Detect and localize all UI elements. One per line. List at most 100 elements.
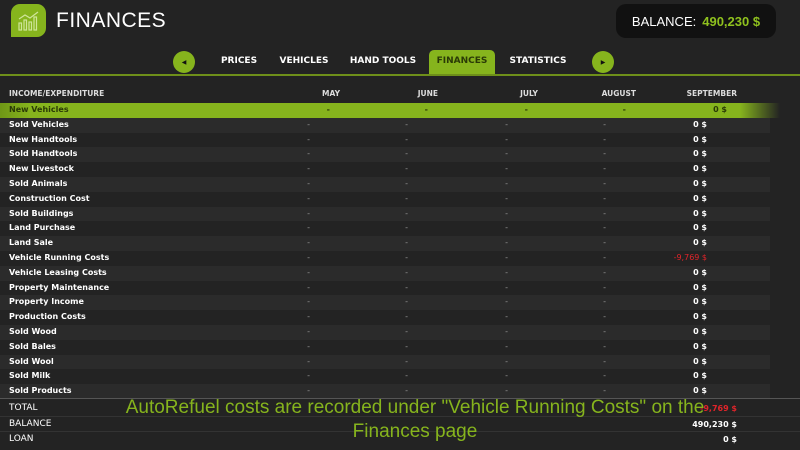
table-header: INCOME/EXPENDITURE MAY JUNE JULY AUGUST … xyxy=(0,89,800,101)
table-row[interactable]: Sold Wool - - - - 0 $ xyxy=(0,354,770,370)
cell-value: - xyxy=(405,327,408,336)
cell-value: - xyxy=(505,238,508,248)
cell-value: - xyxy=(505,267,508,277)
row-label: Sold Wood xyxy=(9,327,57,336)
finances-logo xyxy=(11,4,46,37)
cell-value: - xyxy=(307,386,310,396)
row-label: Property Maintenance xyxy=(9,282,110,292)
cell-value: - xyxy=(505,297,508,307)
table-row[interactable]: Production Costs - - - - 0 $ xyxy=(0,310,770,325)
cell-value: - xyxy=(603,356,606,366)
table-row[interactable]: Property Maintenance - - - - 0 $ xyxy=(0,281,770,296)
table-row[interactable]: New Vehicles - - - - 0 $ xyxy=(0,103,790,118)
cell-value: - xyxy=(505,179,508,188)
cell-value: 0 $ xyxy=(693,149,707,159)
cell-value: - xyxy=(603,386,606,396)
cell-value: - xyxy=(603,193,606,203)
row-label: Vehicle Running Costs xyxy=(9,253,110,262)
table-row[interactable]: Sold Animals - - - - 0 $ xyxy=(0,177,770,192)
table-row[interactable]: Sold Bales - - - - 0 $ xyxy=(0,340,770,355)
table-row[interactable]: Sold Handtools - - - - 0 $ xyxy=(0,147,770,163)
cell-value: - xyxy=(505,356,508,366)
cell-value: - xyxy=(505,341,508,351)
cell-value: - xyxy=(307,223,310,233)
row-label: Construction Cost xyxy=(9,193,90,203)
column-header: INCOME/EXPENDITURE xyxy=(9,89,105,98)
cell-value: - xyxy=(405,119,408,129)
column-header: SEPTEMBER xyxy=(686,89,737,98)
cell-value: - xyxy=(603,312,606,322)
cell-value: - xyxy=(505,164,508,174)
column-header: JULY xyxy=(520,89,538,98)
cell-value: - xyxy=(405,282,408,292)
row-label: New Handtools xyxy=(9,134,78,144)
cell-value: - xyxy=(405,134,408,144)
cell-value: - xyxy=(405,267,408,277)
column-header: JUNE xyxy=(417,89,438,98)
next-tab-button[interactable]: ▶ xyxy=(592,51,614,73)
tab-vehicles[interactable]: VEHICLES xyxy=(279,56,329,66)
row-label: New Vehicles xyxy=(9,105,69,114)
tab-hand-tools[interactable]: HAND TOOLS xyxy=(349,56,417,66)
cell-value: - xyxy=(622,105,626,114)
table-row[interactable]: Land Purchase - - - - 0 $ xyxy=(0,221,770,236)
table-row[interactable]: Sold Buildings - - - - 0 $ xyxy=(0,206,770,222)
cell-value: - xyxy=(307,312,310,322)
cell-value: - xyxy=(505,134,508,144)
cell-value: - xyxy=(603,149,606,159)
footer-row-loan: LOAN 0 $ xyxy=(0,431,800,446)
row-label: Sold Vehicles xyxy=(9,119,69,129)
table-row[interactable]: Vehicle Running Costs - - - - -9,769 $ xyxy=(0,251,770,266)
cell-value: - xyxy=(603,267,606,277)
prev-tab-button[interactable]: ◀ xyxy=(173,51,195,73)
cell-value: 0 $ xyxy=(713,105,727,114)
cell-value: - xyxy=(505,253,508,262)
row-label: Production Costs xyxy=(9,312,86,322)
cell-value: 0 $ xyxy=(693,356,707,366)
cell-value: - xyxy=(405,164,408,174)
cell-value: - xyxy=(505,223,508,233)
footer-label: TOTAL xyxy=(9,403,38,413)
table-row[interactable]: Sold Products - - - - 0 $ xyxy=(0,384,770,399)
tab-prices[interactable]: PRICES xyxy=(220,56,258,66)
footer-value: 0 $ xyxy=(723,435,737,444)
cell-value: 0 $ xyxy=(693,371,707,381)
cell-value: 0 $ xyxy=(693,282,707,292)
table-row[interactable]: New Handtools - - - - 0 $ xyxy=(0,133,770,148)
cell-value: 0 $ xyxy=(693,134,707,144)
balance-label: BALANCE: xyxy=(631,13,697,29)
cell-value: - xyxy=(307,282,310,292)
row-label: Sold Milk xyxy=(9,371,51,381)
cell-value: - xyxy=(505,371,508,381)
table-row[interactable]: Land Sale - - - - 0 $ xyxy=(0,236,770,251)
cell-value: - xyxy=(505,208,508,218)
table-row[interactable]: New Livestock - - - - 0 $ xyxy=(0,162,770,177)
cell-value: - xyxy=(307,356,310,366)
cell-value: - xyxy=(603,341,606,351)
cell-value: -9,769 $ xyxy=(673,253,707,262)
row-label: Property Income xyxy=(9,297,84,307)
table-row[interactable]: Vehicle Leasing Costs - - - - 0 $ xyxy=(0,265,770,281)
cell-value: - xyxy=(307,134,310,144)
arrow-right-icon: ▶ xyxy=(600,58,606,66)
cell-value: 0 $ xyxy=(693,119,707,129)
table-row[interactable]: Property Income - - - - 0 $ xyxy=(0,295,770,311)
table-row[interactable]: Sold Vehicles - - - - 0 $ xyxy=(0,117,770,133)
cell-value: - xyxy=(405,238,408,248)
tab-finances[interactable]: FINANCES xyxy=(429,50,495,74)
cell-value: - xyxy=(307,193,310,203)
cell-value: - xyxy=(307,253,310,262)
table-row[interactable]: Sold Wood - - - - 0 $ xyxy=(0,325,770,340)
row-label: Land Purchase xyxy=(9,223,76,233)
cell-value: - xyxy=(405,386,408,396)
cell-value: - xyxy=(603,208,606,218)
table-row[interactable]: Construction Cost - - - - 0 $ xyxy=(0,192,770,207)
cell-value: - xyxy=(424,105,428,114)
cell-value: - xyxy=(405,297,408,307)
table-row[interactable]: Sold Milk - - - - 0 $ xyxy=(0,369,770,384)
cell-value: - xyxy=(307,327,310,336)
cell-value: - xyxy=(603,282,606,292)
cell-value: - xyxy=(326,105,330,114)
tab-statistics[interactable]: STATISTICS xyxy=(509,56,567,66)
cell-value: - xyxy=(405,208,408,218)
